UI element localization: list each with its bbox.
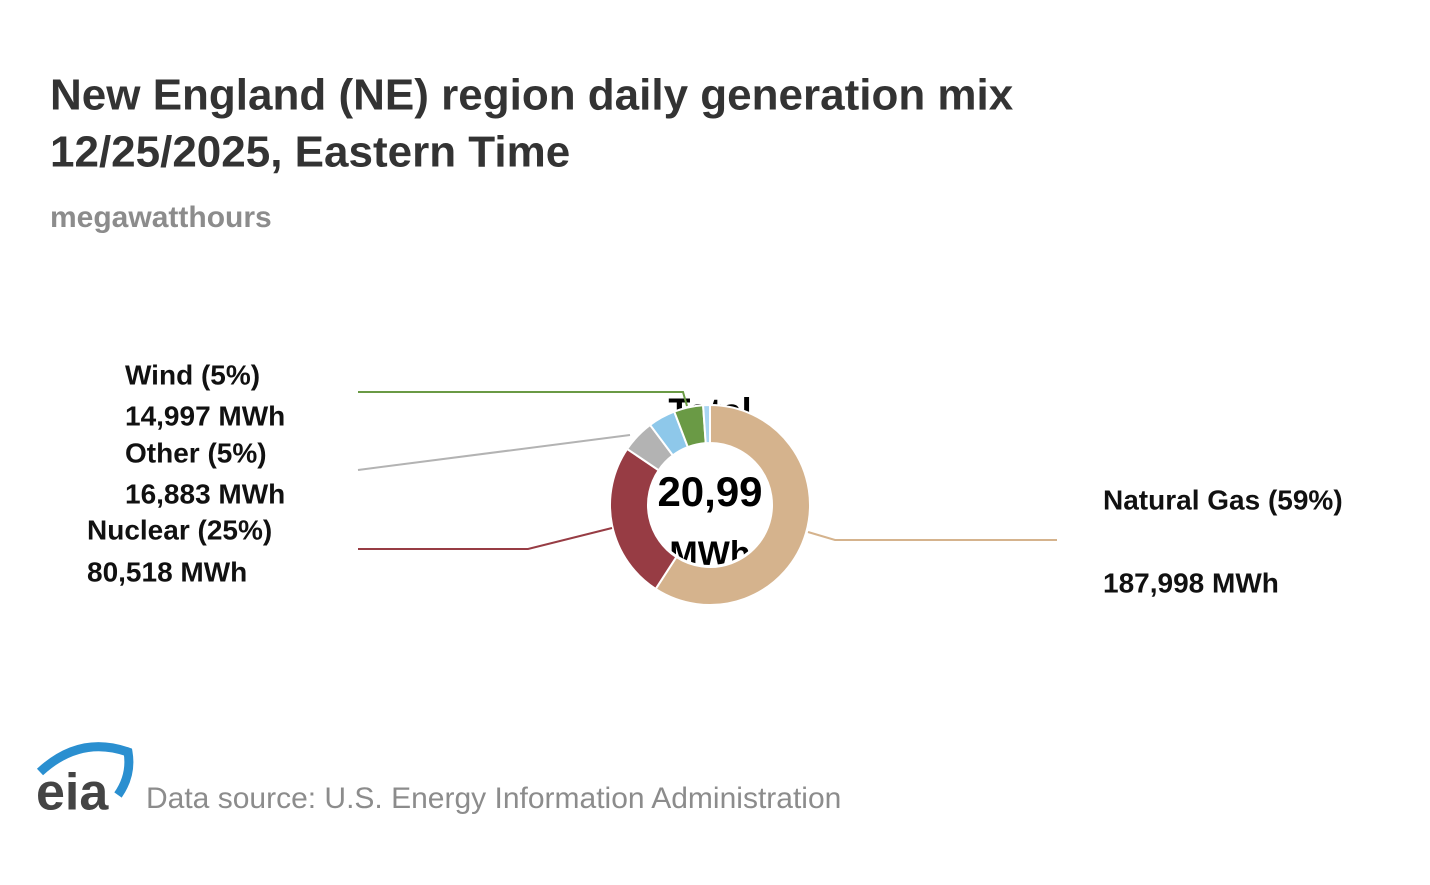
chart-subtitle: megawatthours (50, 201, 272, 234)
leader-line (358, 527, 613, 550)
segment-label: Other (5%) (125, 437, 267, 468)
value-label: 16,883 MWh (125, 478, 285, 509)
chart-title: 12/25/2025, Eastern Time (50, 128, 570, 177)
logo-swoosh (36, 742, 134, 798)
center-label: 20,99 (657, 468, 762, 515)
segment-label: Wind (5%) (125, 359, 260, 390)
leader-line (357, 434, 631, 471)
value-label: 14,997 MWh (125, 400, 285, 431)
value-label: 80,518 MWh (87, 556, 247, 587)
source: Data source: U.S. Energy Information Adm… (146, 782, 841, 815)
segment-label: Nuclear (25%) (87, 514, 272, 545)
donut-segment (654, 403, 811, 606)
logo: eia (36, 764, 109, 822)
leader-line (358, 391, 688, 407)
value-label: 187,998 MWh (1103, 567, 1279, 598)
chart-title: New England (NE) region daily generation… (50, 71, 1014, 120)
donut-segment (702, 403, 711, 445)
donut (609, 403, 811, 606)
segment-label: Natural Gas (59%) (1103, 484, 1343, 515)
leader-line (807, 531, 1057, 541)
